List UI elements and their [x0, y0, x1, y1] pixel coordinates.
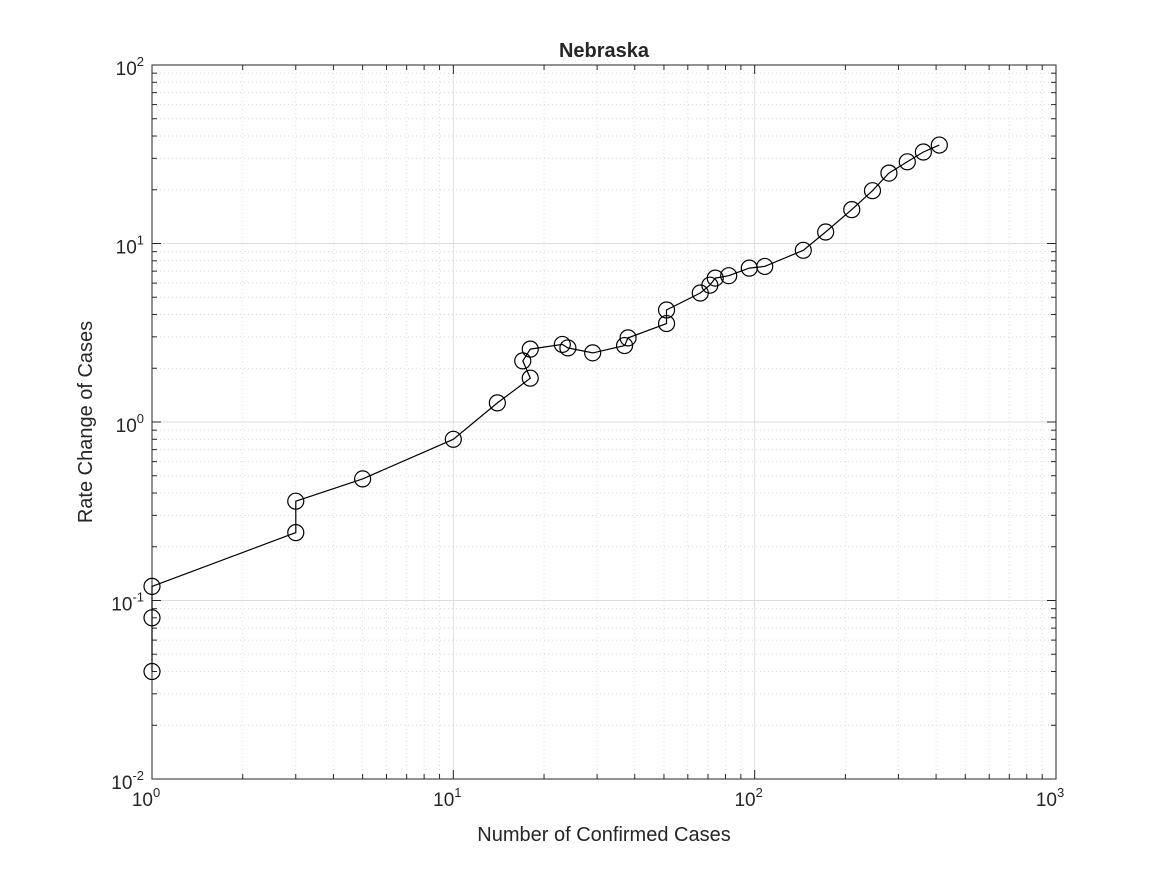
data-point-marker [143, 577, 161, 595]
x-tick-label: 102 [734, 785, 762, 811]
x-axis-label: Number of Confirmed Cases [477, 824, 730, 846]
data-point-marker [706, 269, 724, 287]
data-point-marker [488, 394, 506, 412]
x-tick-labels: 100 101 102 103 [132, 785, 1064, 811]
data-point-marker [619, 329, 637, 347]
y-tick-labels: 10-2 10-1 100 101 102 [111, 54, 144, 794]
data-point-marker [521, 369, 539, 387]
y-tick-label: 100 [116, 411, 144, 437]
y-tick-label: 101 [116, 233, 144, 259]
data-point-marker [756, 257, 774, 276]
data-point-marker [843, 201, 861, 219]
data-point-marker [584, 344, 602, 362]
data-point-marker [720, 267, 738, 285]
data-point-marker [143, 609, 161, 627]
series-layer [143, 136, 948, 681]
data-point-marker [521, 340, 539, 358]
x-tick-label: 101 [433, 785, 461, 811]
chart-title: Nebraska [559, 40, 650, 62]
data-point-marker [287, 524, 305, 542]
data-point-marker [657, 314, 676, 333]
data-point-marker [657, 301, 676, 319]
data-point-marker [287, 492, 305, 510]
plot-frame [151, 64, 1057, 780]
x-tick-label: 103 [1036, 785, 1064, 811]
data-point-marker [553, 335, 571, 354]
data-point-marker [615, 336, 634, 355]
data-point-marker [863, 182, 882, 200]
data-point-marker [559, 339, 577, 357]
data-point-marker [898, 153, 916, 171]
data-point-marker [444, 430, 462, 448]
minor-ticks [152, 65, 1056, 779]
data-point-marker [914, 143, 932, 161]
major-grid [152, 65, 1056, 779]
y-tick-label: 10-2 [111, 768, 144, 794]
data-point-marker [880, 164, 898, 182]
data-point-marker [794, 241, 812, 259]
y-tick-label: 10-1 [111, 590, 144, 616]
y-tick-label: 102 [116, 54, 144, 80]
data-point-marker [143, 662, 161, 681]
data-point-marker [354, 470, 372, 488]
data-point-marker [817, 223, 835, 241]
y-axis-label: Rate Change of Cases [75, 321, 97, 523]
data-point-marker [930, 136, 948, 154]
series-line [151, 144, 940, 672]
x-tick-label: 100 [132, 785, 160, 811]
